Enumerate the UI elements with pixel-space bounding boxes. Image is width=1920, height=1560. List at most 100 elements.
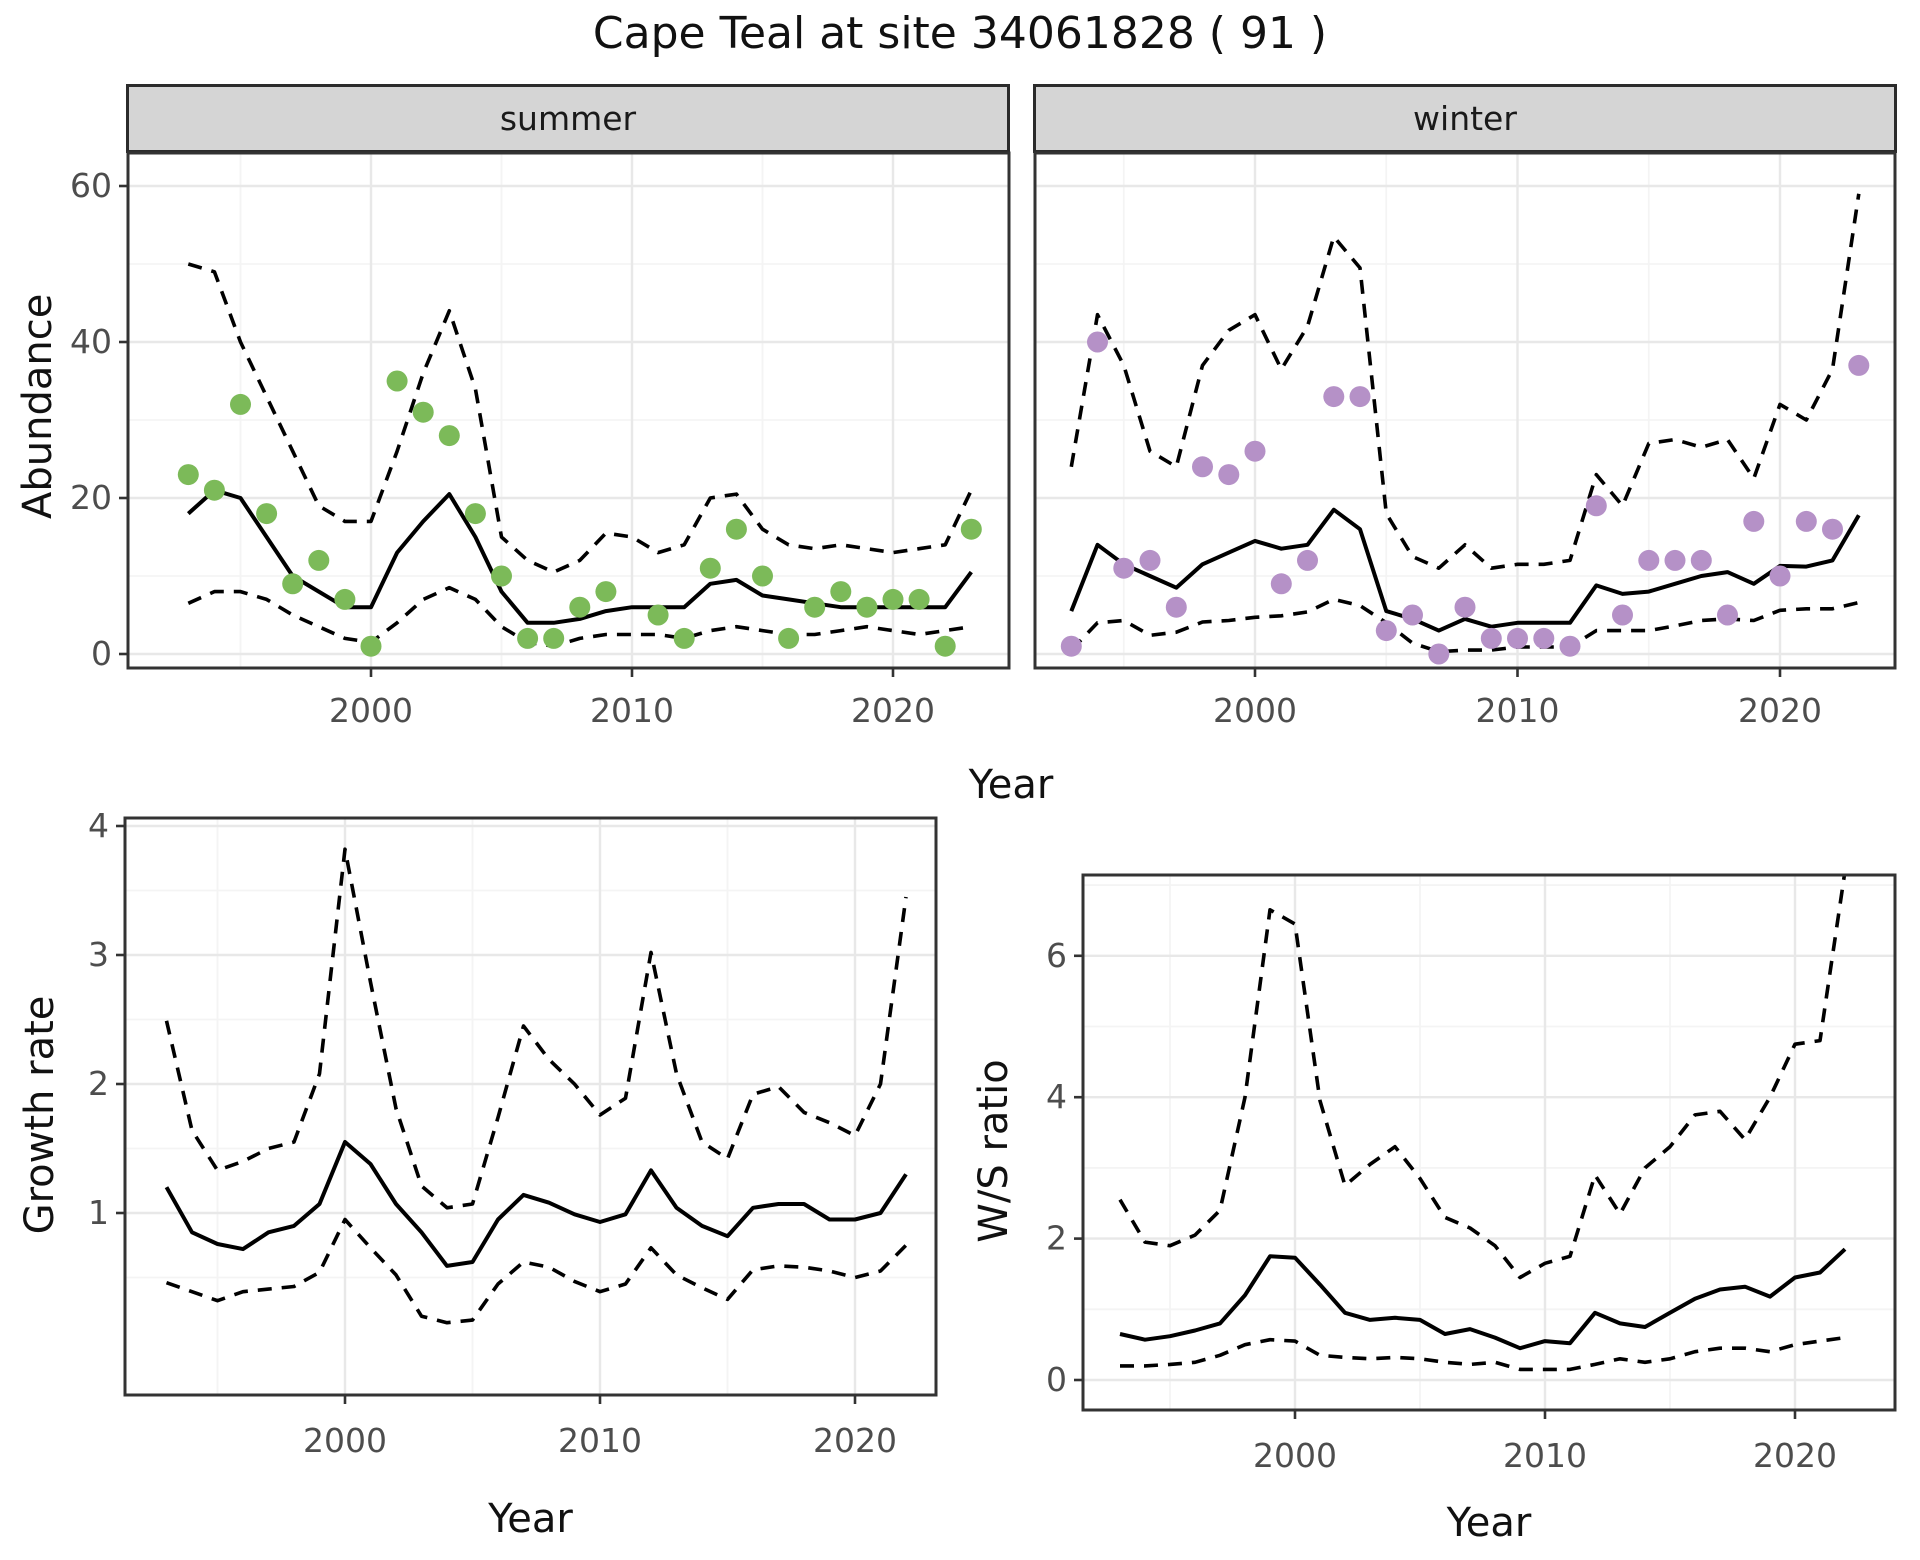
data-point-winter-2017: [1690, 549, 1712, 571]
y-tick-label-growth-4: 4: [88, 806, 109, 845]
x-axis-title-year-top: Year: [968, 762, 1054, 808]
panel-border: [126, 151, 1011, 670]
panel-border: [123, 816, 938, 1397]
data-point-summer-1996: [256, 503, 278, 525]
data-point-summer-2020: [882, 588, 904, 610]
data-point-winter-1996: [1139, 549, 1161, 571]
panel-winter: 2000 2010 2020: [1033, 151, 1897, 730]
data-point-summer-1999: [334, 588, 356, 610]
data-point-winter-2015: [1638, 549, 1660, 571]
facet-strip-summer-label: summer: [499, 99, 637, 138]
data-point-summer-2000: [360, 635, 382, 657]
data-point-summer-2001: [386, 370, 408, 392]
data-point-winter-2002: [1297, 549, 1318, 571]
ci-line-lower_ci: [187, 585, 972, 649]
y-tick-label-ws-6: 6: [1046, 936, 1067, 975]
data-point-summer-2005: [491, 565, 512, 587]
data-point-summer-2003: [438, 425, 460, 447]
y-tick-label-growth-2: 2: [88, 1064, 109, 1103]
x-tick-label-ws-2010: 2010: [1503, 1436, 1587, 1475]
data-point-winter-2006: [1402, 604, 1423, 626]
panel-background: [1035, 153, 1895, 668]
panel-background: [128, 153, 1009, 668]
data-point-summer-2023: [960, 518, 982, 540]
ci-line-upper_ci: [1118, 875, 1847, 1280]
mean-line: [1069, 507, 1861, 633]
data-point-summer-2013: [699, 557, 721, 579]
panel-background: [125, 818, 936, 1395]
data-point-winter-2011: [1533, 627, 1555, 649]
ci-line-lower_ci: [165, 1217, 908, 1325]
data-point-winter-1998: [1192, 456, 1213, 478]
x-tick-label-ws-2000: 2000: [1253, 1436, 1337, 1475]
data-point-summer-2014: [725, 518, 747, 540]
x-tick-label-summer-2020: 2020: [851, 691, 935, 730]
panel-growth: 2000 2010 2020 1 2 3 4: [88, 806, 938, 1460]
data-point-winter-2005: [1375, 620, 1397, 642]
panel-summer: 2000 2010 2020 0 20 40 60: [70, 151, 1011, 730]
x-tick-label-growth-2010: 2010: [558, 1421, 642, 1460]
x-tick-label-summer-2010: 2010: [590, 691, 674, 730]
data-point-summer-2007: [543, 627, 565, 649]
y-tick-label-ws-0: 0: [1046, 1360, 1067, 1399]
data-point-winter-2008: [1454, 596, 1476, 618]
data-point-winter-2020: [1769, 565, 1791, 587]
data-point-summer-1993: [177, 464, 199, 486]
data-point-summer-1997: [282, 573, 304, 595]
panel-border: [1033, 151, 1897, 670]
data-point-winter-2019: [1743, 510, 1765, 532]
y-tick-label-summer-20: 20: [70, 478, 112, 517]
data-point-summer-2009: [595, 581, 617, 603]
data-point-winter-2013: [1585, 495, 1607, 517]
data-point-winter-1994: [1087, 331, 1108, 353]
data-point-summer-2019: [856, 596, 878, 618]
mean-line: [164, 1140, 908, 1268]
x-tick-label-winter-2000: 2000: [1213, 691, 1297, 730]
data-point-winter-2016: [1664, 549, 1686, 571]
data-point-winter-2009: [1480, 627, 1502, 649]
x-tick-label-summer-2000: 2000: [329, 691, 413, 730]
data-point-summer-2006: [517, 627, 539, 649]
data-point-winter-2000: [1244, 440, 1266, 462]
ci-line-upper_ci: [187, 262, 973, 574]
data-point-summer-2016: [778, 627, 800, 649]
facet-strip-winter-label: winter: [1413, 99, 1517, 138]
x-tick-label-growth-2000: 2000: [303, 1421, 387, 1460]
data-point-summer-2011: [647, 604, 669, 626]
facet-strip-summer: summer: [126, 84, 1010, 153]
data-point-winter-2023: [1848, 354, 1870, 376]
x-axis-title-year-growth: Year: [488, 1496, 573, 1542]
data-point-winter-2018: [1717, 604, 1738, 626]
panel-ws: 2000 2010 2020 0 2 4 6: [1046, 873, 1897, 1475]
panel-background: [1083, 875, 1895, 1410]
y-tick-label-summer-0: 0: [91, 634, 112, 673]
panel-border: [1081, 873, 1897, 1412]
mean-line: [186, 488, 973, 625]
y-tick-label-summer-60: 60: [70, 166, 112, 205]
ci-line-upper_ci: [1069, 193, 1861, 571]
data-point-summer-2018: [830, 581, 852, 603]
data-point-winter-2010: [1507, 627, 1528, 649]
data-point-summer-2004: [464, 503, 486, 525]
data-point-summer-2022: [934, 635, 956, 657]
data-point-summer-2015: [752, 565, 773, 587]
data-point-winter-2012: [1559, 635, 1581, 657]
y-tick-label-summer-40: 40: [70, 322, 112, 361]
data-point-summer-2017: [804, 596, 826, 618]
y-tick-label-growth-3: 3: [88, 935, 109, 974]
data-point-winter-2022: [1822, 518, 1843, 540]
data-point-summer-2021: [908, 588, 930, 610]
mean-line: [1119, 1247, 1847, 1351]
data-point-summer-1995: [230, 393, 251, 415]
page-title: Cape Teal at site 34061828 ( 91 ): [592, 8, 1328, 59]
data-point-summer-2002: [412, 401, 434, 423]
x-tick-label-growth-2020: 2020: [813, 1421, 897, 1460]
data-point-winter-1997: [1165, 596, 1187, 618]
ci-line-lower_ci: [1120, 1335, 1846, 1372]
ci-line-upper_ci: [164, 847, 908, 1210]
data-point-summer-1998: [308, 549, 330, 571]
y-tick-label-growth-1: 1: [88, 1193, 109, 1232]
data-point-winter-2021: [1795, 510, 1817, 532]
